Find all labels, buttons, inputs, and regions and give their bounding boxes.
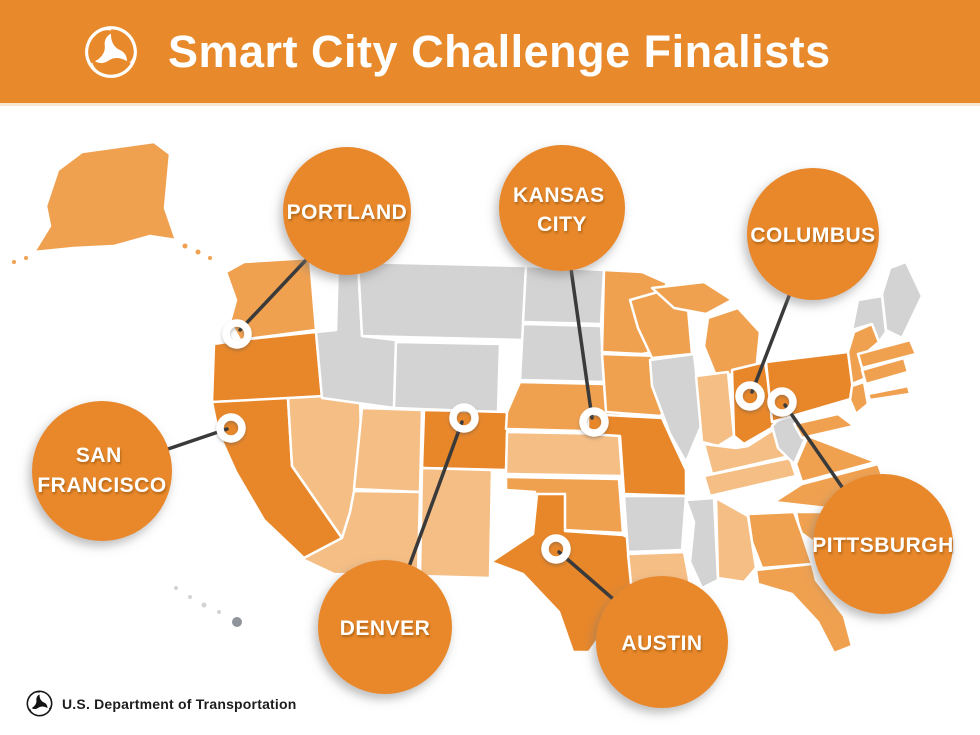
city-san-francisco: SAN FRANCISCO bbox=[32, 401, 246, 541]
state-co bbox=[420, 408, 510, 472]
footer: U.S. Department of Transportation bbox=[26, 690, 297, 717]
state-mt bbox=[356, 260, 528, 342]
portland-bubble bbox=[283, 147, 411, 275]
pittsburgh-bubble bbox=[813, 474, 953, 614]
state-md bbox=[792, 412, 856, 440]
austin-marker bbox=[541, 534, 571, 564]
ak-island bbox=[24, 256, 28, 260]
city-denver: DENVER bbox=[318, 403, 479, 694]
city-columbus: COLUMBUS bbox=[735, 168, 879, 411]
hi-island bbox=[188, 595, 192, 599]
ak-island bbox=[208, 256, 212, 260]
states-layer bbox=[12, 140, 924, 655]
denver-bubble bbox=[318, 560, 452, 694]
state-ak bbox=[32, 140, 178, 254]
portland-marker bbox=[222, 319, 252, 349]
state-nj bbox=[848, 380, 870, 416]
denver-marker bbox=[449, 403, 479, 433]
city-austin: AUSTIN bbox=[541, 534, 728, 708]
columbus-bubble bbox=[747, 168, 879, 300]
ak-island bbox=[182, 243, 188, 249]
usdot-logo-icon bbox=[85, 25, 137, 78]
usdot-footer-logo-icon bbox=[26, 690, 53, 717]
state-ut bbox=[352, 406, 424, 494]
columbus-label: COLUMBUS bbox=[750, 224, 875, 247]
san-francisco-bubble bbox=[32, 401, 172, 541]
triskelion-blades bbox=[28, 692, 51, 715]
portland-label: PORTLAND bbox=[287, 201, 408, 224]
state-mi-upper bbox=[650, 280, 734, 316]
state-az bbox=[300, 489, 422, 578]
kansas-city-label: KANSAS CITY bbox=[513, 184, 611, 236]
cities-layer: PORTLAND KANSAS CITY bbox=[32, 145, 954, 708]
state-sd bbox=[518, 322, 606, 384]
page-title: Smart City Challenge Finalists bbox=[168, 25, 831, 77]
portland-leader-line bbox=[238, 259, 307, 332]
state-long-island bbox=[866, 384, 912, 402]
pittsburgh-marker bbox=[767, 387, 797, 417]
austin-bubble bbox=[596, 576, 728, 708]
pittsburgh-label: PITTSBURGH bbox=[812, 534, 954, 557]
kansas-city-leader-line bbox=[569, 267, 594, 420]
state-wy bbox=[392, 340, 502, 414]
city-pittsburgh: PITTSBURGH bbox=[767, 387, 954, 614]
san-francisco-label: SAN FRANCISCO bbox=[37, 444, 166, 497]
state-il bbox=[648, 352, 704, 464]
city-kansas-city: KANSAS CITY bbox=[499, 145, 625, 437]
hi-big-island bbox=[232, 617, 242, 627]
kansas-city-bubble bbox=[499, 145, 625, 271]
kansas-city-marker bbox=[579, 407, 609, 437]
state-ct-ri bbox=[860, 356, 910, 386]
state-ms bbox=[684, 496, 720, 590]
state-in bbox=[694, 370, 736, 448]
columbus-leader-line bbox=[750, 294, 791, 394]
columbus-marker bbox=[735, 381, 765, 411]
austin-label: AUSTIN bbox=[621, 632, 702, 655]
state-nd bbox=[521, 264, 606, 326]
ak-island bbox=[12, 260, 16, 264]
state-al bbox=[714, 496, 758, 584]
footer-agency: U.S. Department of Transportation bbox=[62, 695, 297, 712]
city-portland: PORTLAND bbox=[222, 147, 411, 349]
state-tn bbox=[702, 456, 798, 498]
austin-leader-line bbox=[557, 550, 614, 600]
state-ar bbox=[622, 494, 688, 554]
hi-island bbox=[201, 602, 207, 608]
state-ma bbox=[856, 338, 918, 370]
state-me bbox=[880, 260, 924, 340]
hi-island bbox=[174, 586, 178, 590]
pittsburgh-leader-line bbox=[783, 403, 844, 489]
state-vt-nh bbox=[850, 294, 888, 344]
denver-leader-line bbox=[408, 420, 464, 566]
san-francisco-marker bbox=[216, 413, 246, 443]
state-fl bbox=[754, 562, 854, 655]
header-banner: Smart City Challenge Finalists bbox=[0, 0, 980, 106]
denver-label: DENVER bbox=[340, 617, 431, 640]
triskelion-blades bbox=[88, 28, 134, 75]
state-ks bbox=[504, 430, 624, 478]
hi-island bbox=[217, 610, 221, 614]
state-nm bbox=[418, 466, 494, 580]
ak-island bbox=[195, 249, 201, 255]
